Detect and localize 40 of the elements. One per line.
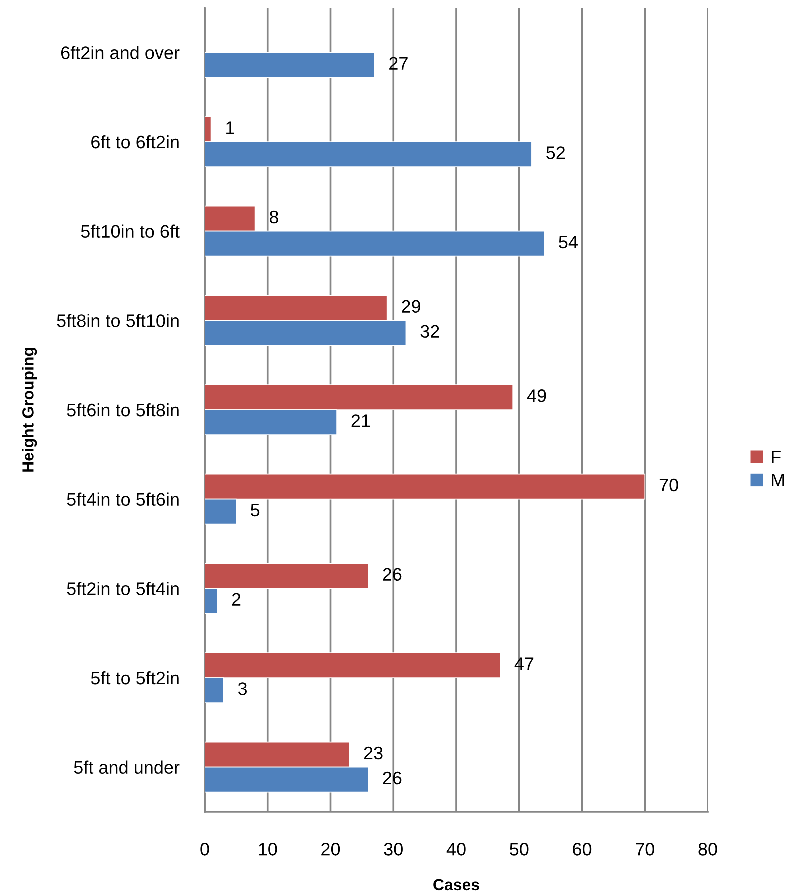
data-label: 54 — [559, 236, 578, 249]
legend-label: F — [772, 450, 781, 464]
data-label: 26 — [383, 568, 402, 582]
x-tick-label: 70 — [636, 843, 654, 856]
data-label: 32 — [420, 325, 440, 338]
data-label: 47 — [514, 658, 534, 670]
data-label: 8 — [270, 210, 278, 224]
y-tick-label: 5ft to 5ft2in — [91, 671, 179, 685]
y-tick-label: 5ft10in to 6ft — [81, 224, 180, 238]
data-label: 5 — [251, 504, 260, 517]
x-tick-label: 0 — [200, 843, 210, 856]
y-axis-title: Height Grouping — [22, 348, 38, 472]
x-tick-label: 80 — [698, 843, 718, 856]
y-tick-label: 5ft and under — [74, 760, 180, 774]
data-label: 27 — [390, 57, 408, 70]
x-tick-label: 20 — [322, 843, 340, 856]
data-label: 3 — [238, 682, 247, 696]
y-tick-label: 5ft2in to 5ft4in — [67, 582, 179, 596]
data-label: 49 — [527, 390, 546, 402]
data-label: 2 — [232, 593, 241, 606]
data-label: 23 — [364, 746, 383, 760]
x-tick-label: 50 — [510, 843, 529, 856]
y-tick-label: 6ft to 6ft2in — [92, 135, 179, 149]
data-label: 26 — [383, 772, 402, 785]
data-label: 21 — [352, 414, 370, 428]
y-tick-label: 5ft6in to 5ft8in — [67, 403, 179, 417]
data-label: 1 — [226, 122, 234, 134]
x-axis-title: Cases — [434, 879, 480, 891]
x-tick-label: 40 — [446, 843, 466, 856]
x-tick-label: 10 — [259, 843, 278, 856]
x-tick-label: 60 — [573, 843, 592, 856]
data-label: 70 — [660, 478, 678, 492]
x-tick-label: 30 — [384, 843, 403, 856]
y-tick-label: 5ft8in to 5ft10in — [57, 314, 179, 328]
y-tick-label: 5ft4in to 5ft6in — [67, 492, 179, 506]
bar — [205, 52, 376, 78]
y-tick-label: 6ft2in and over — [61, 46, 180, 60]
data-label: 29 — [402, 300, 420, 314]
legend-label: M — [772, 474, 784, 487]
data-label: 52 — [546, 146, 566, 160]
